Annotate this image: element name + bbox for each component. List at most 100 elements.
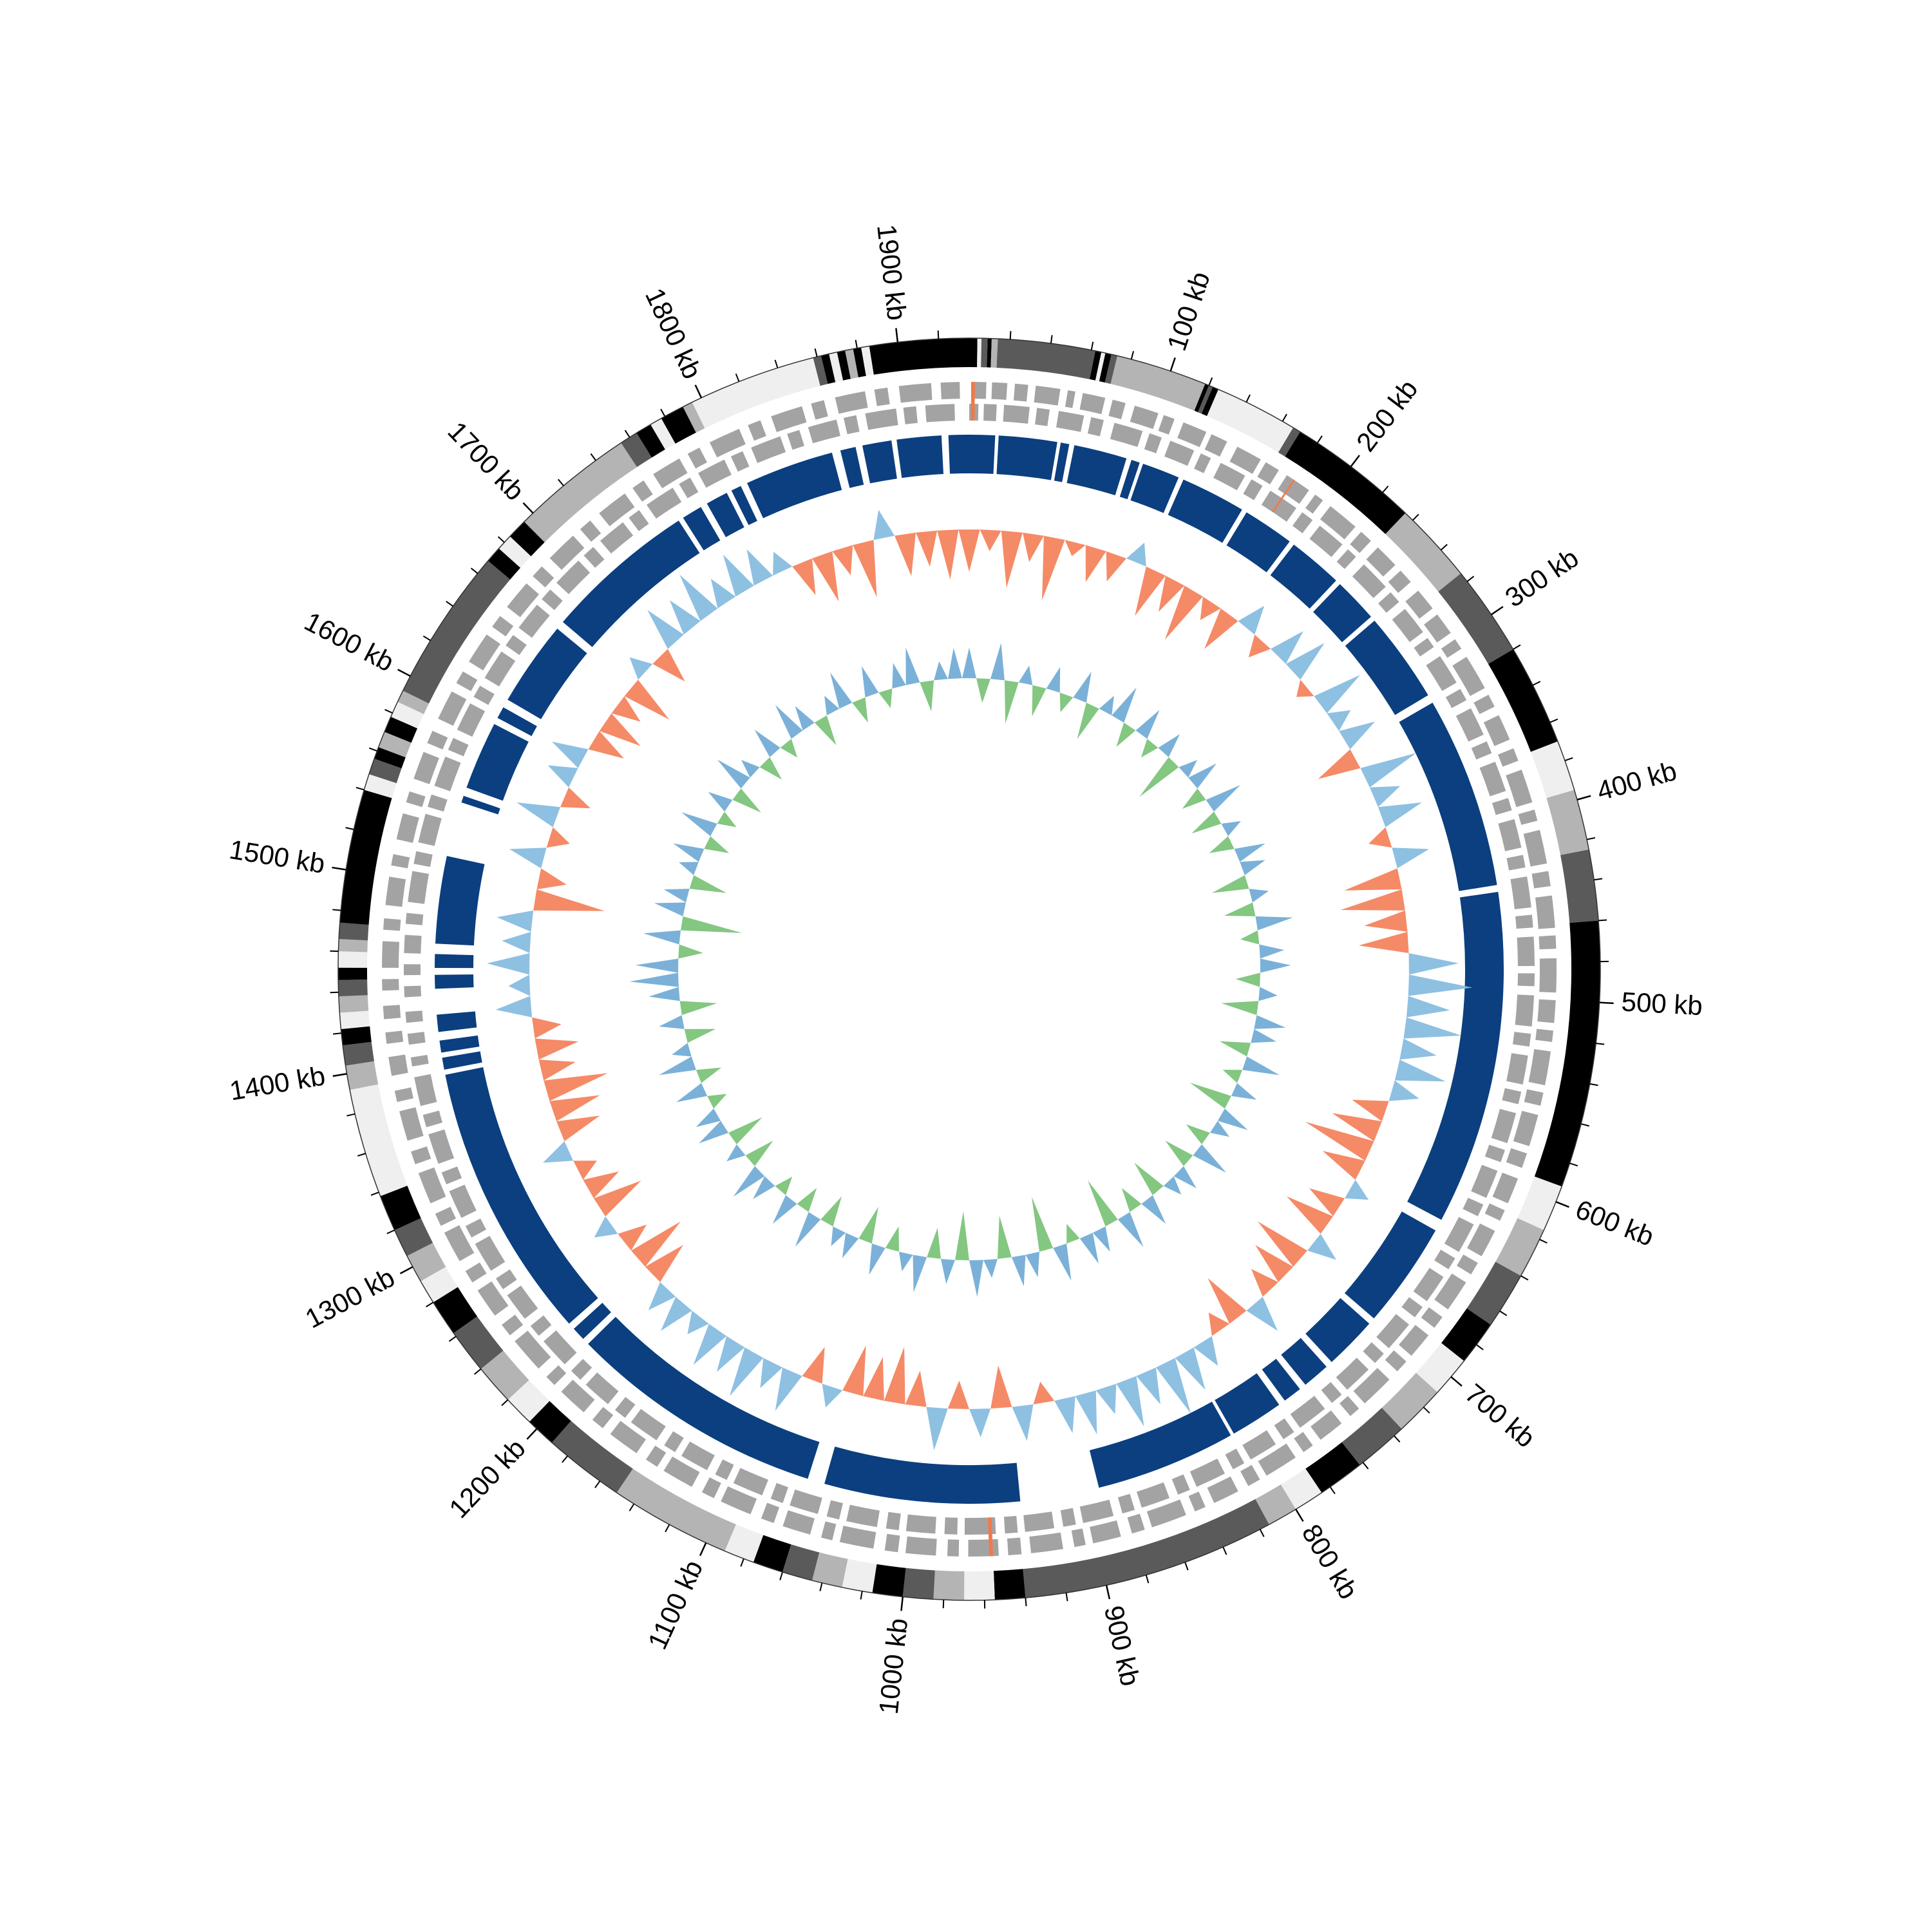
track-spike: [1258, 987, 1278, 1001]
gene-forward: [1229, 446, 1261, 474]
track-spike: [1099, 696, 1114, 715]
track-spike: [958, 529, 980, 572]
band-segment: [724, 1524, 764, 1562]
track-spike: [990, 1365, 1012, 1409]
band-segment: [1341, 1407, 1402, 1465]
gene-forward: [1518, 810, 1538, 825]
minor-tick: [386, 1229, 395, 1235]
track-spike: [556, 1115, 600, 1142]
track-spike: [708, 791, 733, 812]
gene-reverse: [496, 1269, 517, 1289]
gene-forward: [821, 1521, 837, 1540]
track-spike: [543, 1141, 574, 1163]
minor-tick: [1423, 1406, 1430, 1414]
gene-reverse: [983, 404, 997, 422]
gene-reverse: [1491, 1108, 1517, 1143]
track-spike: [937, 529, 959, 580]
track-spike: [1065, 540, 1086, 556]
track-spike: [723, 554, 754, 597]
track-spike: [1011, 1255, 1026, 1287]
band-segment: [1495, 1218, 1544, 1276]
gene-forward: [1320, 506, 1356, 540]
track-spike: [1135, 710, 1160, 739]
track-spike: [1053, 1243, 1072, 1281]
minor-tick: [1184, 1562, 1189, 1571]
gene-forward: [456, 671, 478, 692]
minor-tick: [1586, 837, 1596, 840]
minor-tick: [660, 408, 666, 417]
gene-forward: [413, 752, 439, 784]
track-spike: [726, 1144, 746, 1162]
track-spike: [1193, 1336, 1218, 1366]
track-spike: [1327, 710, 1351, 732]
track-spike: [1134, 1162, 1164, 1195]
gene-reverse: [925, 404, 955, 422]
track-spike: [1360, 753, 1417, 788]
band-segment: [933, 1570, 965, 1600]
gene-reverse: [1274, 1418, 1294, 1439]
track-spike: [1135, 566, 1166, 616]
band-segment: [1023, 1499, 1269, 1598]
block: [445, 1067, 598, 1324]
minor-tick: [333, 1032, 342, 1035]
gene-forward: [388, 1054, 408, 1076]
gene-forward: [444, 1225, 475, 1262]
track-spike: [1285, 643, 1325, 680]
gene-forward: [1452, 656, 1485, 696]
block: [996, 435, 1057, 480]
band-segment: [1278, 427, 1300, 457]
band-segment: [1201, 386, 1218, 416]
track-spike: [1217, 1108, 1248, 1130]
track-spike: [1368, 827, 1392, 848]
band-segment: [987, 338, 992, 368]
block: [573, 1303, 611, 1340]
track-spike: [588, 731, 624, 759]
band-segment: [339, 1010, 370, 1029]
gene-reverse: [1498, 819, 1522, 851]
track-spike: [842, 1345, 866, 1396]
track-spike: [934, 661, 949, 681]
minor-tick: [355, 786, 365, 791]
block: [1345, 620, 1428, 715]
band-segment: [990, 338, 998, 368]
gene-forward: [1535, 1028, 1554, 1042]
block: [1226, 512, 1290, 573]
gene-reverse: [808, 419, 840, 444]
gene-forward: [721, 1486, 757, 1515]
rna-feature: [988, 1517, 994, 1557]
track-spike: [730, 1347, 764, 1396]
band-segment: [1198, 385, 1213, 414]
minor-tick: [1382, 486, 1389, 493]
block: [840, 446, 864, 488]
band-segment: [969, 338, 978, 368]
track-spike: [533, 889, 605, 911]
gene-reverse: [1225, 1448, 1245, 1470]
track-spike: [812, 551, 839, 601]
gene-reverse: [407, 1032, 426, 1045]
gene-forward: [940, 382, 960, 400]
minor-tick: [370, 1191, 379, 1196]
gene-forward: [1537, 999, 1556, 1023]
track-spike: [659, 1056, 696, 1075]
gene-reverse: [770, 1482, 789, 1503]
gene-reverse: [405, 913, 424, 925]
band-segment: [368, 759, 402, 784]
band-segment: [453, 1316, 504, 1369]
minor-tick: [1394, 1435, 1401, 1443]
gene-forward: [502, 1314, 524, 1336]
gene-forward: [1029, 1532, 1063, 1553]
track-spike: [1235, 972, 1260, 987]
track-spike: [1155, 1358, 1191, 1414]
minor-tick: [740, 1558, 744, 1567]
track-spike: [1095, 1383, 1117, 1414]
track-spike: [878, 688, 893, 708]
gene-forward: [1539, 958, 1557, 993]
track-spike: [547, 765, 578, 788]
track-spike: [829, 672, 853, 709]
block: [1168, 479, 1242, 543]
gene-reverse: [1413, 1267, 1444, 1302]
block: [1312, 584, 1371, 643]
block: [497, 707, 537, 736]
